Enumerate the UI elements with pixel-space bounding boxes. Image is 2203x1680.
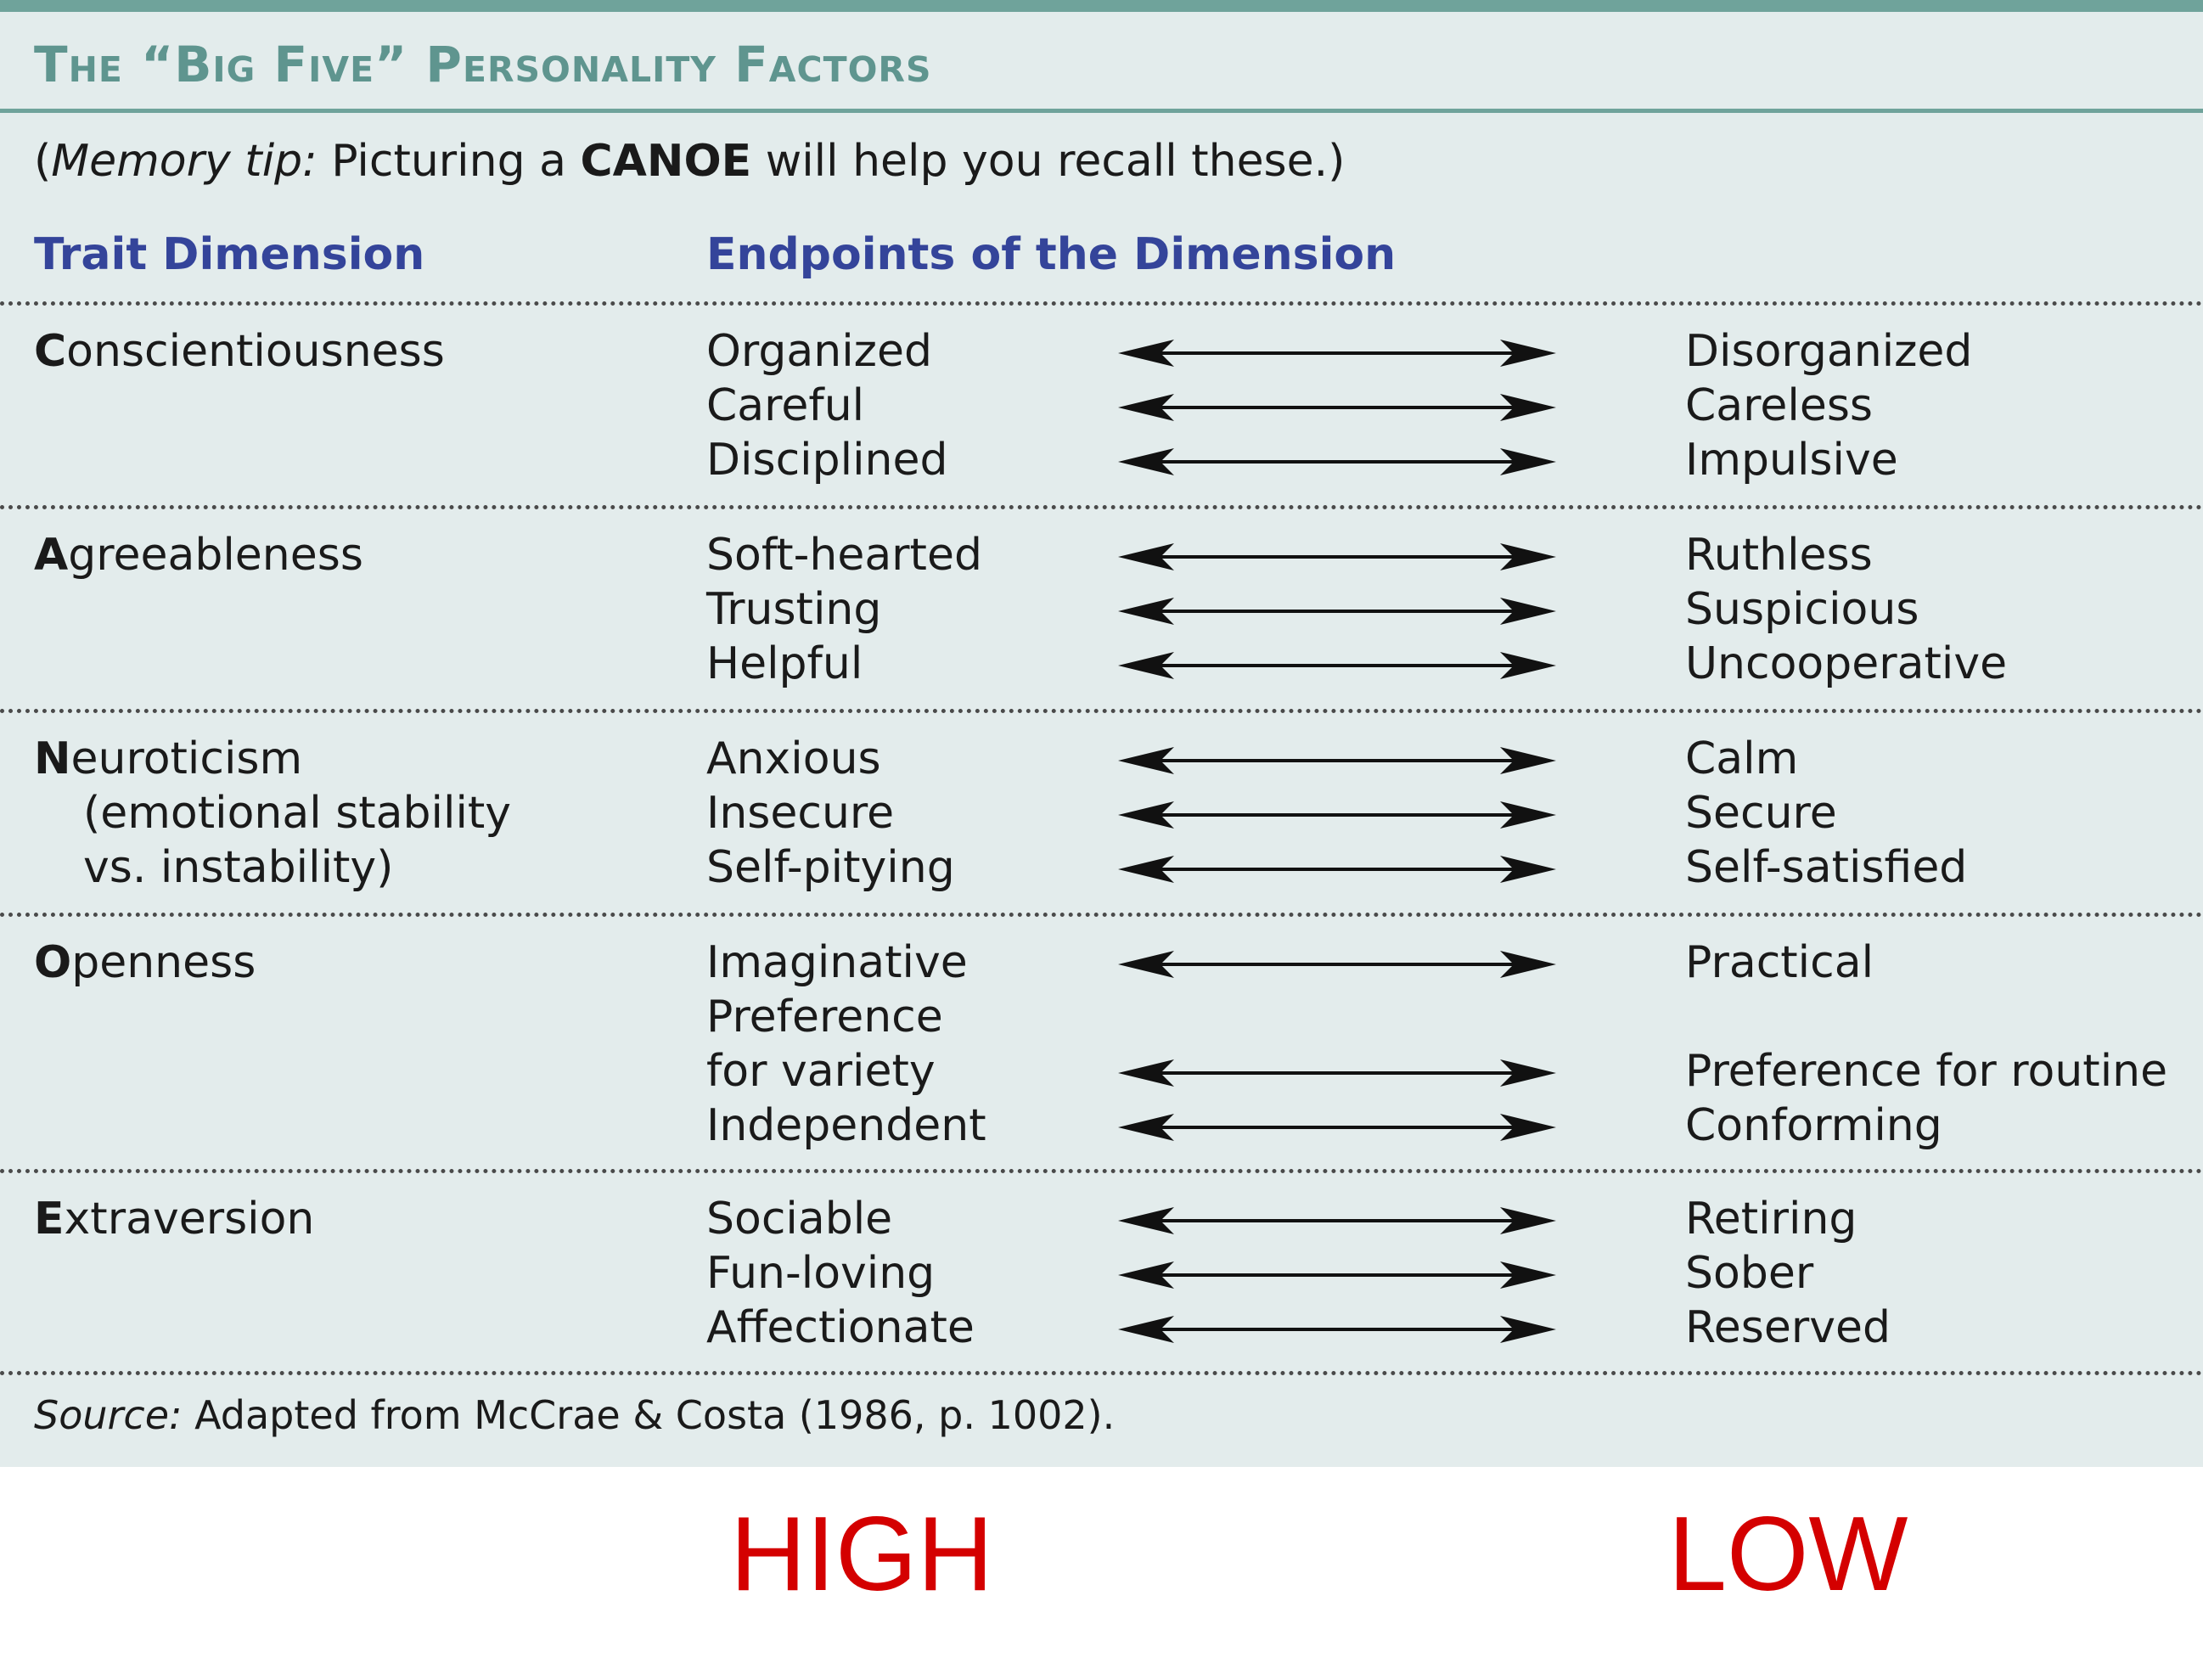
double-arrow-icon [1118,340,1556,367]
table-title: The “Big Five” Personality Factors [34,36,932,93]
memory-tip-keyword: CANOE [580,136,752,187]
double-arrow-icon [1118,598,1556,625]
big-five-table-panel: The “Big Five” Personality Factors (Memo… [0,0,2203,1467]
double-arrow-icon [1118,951,1556,978]
trait-name: Extraversion [34,1192,314,1246]
dotted-divider [0,913,2203,917]
dotted-divider [0,709,2203,713]
header-endpoints: Endpoints of the Dimension [706,229,1397,280]
double-arrow-icon [1118,801,1556,829]
high-endpoint: Trusting [706,584,882,635]
low-endpoint: Disorganized [1685,326,1973,377]
trait-name: Openness [34,936,256,990]
low-endpoint: Reserved [1685,1302,1891,1353]
low-endpoint: Calm [1685,733,1799,784]
low-label: LOW [1668,1496,1908,1613]
trait-rest: xtraversion [64,1194,315,1245]
dotted-divider [0,1169,2203,1173]
double-arrow-icon [1118,856,1556,883]
dotted-divider [0,1371,2203,1375]
high-endpoint: Soft-hearted [706,530,982,581]
double-arrow-icon [1118,747,1556,774]
high-endpoint: Disciplined [706,435,948,486]
double-arrow-icon [1118,1261,1556,1289]
double-arrow-icon [1118,1316,1556,1343]
header-trait-dimension: Trait Dimension [34,229,425,280]
trait-subtitle: (emotional stability [83,788,512,839]
dotted-divider [0,301,2203,306]
high-endpoint: Organized [706,326,932,377]
low-endpoint: Self-satisfied [1685,842,1968,893]
source-note: Source: Adapted from McCrae & Costa (198… [34,1392,1115,1438]
trait-initial: E [34,1194,65,1245]
low-endpoint: Practical [1685,937,1874,988]
low-endpoint: Careless [1685,380,1874,431]
double-arrow-icon [1118,652,1556,679]
low-endpoint: Impulsive [1685,435,1898,486]
high-endpoint: Imaginative [706,937,968,988]
trait-initial: A [34,530,69,581]
double-arrow-icon [1118,543,1556,570]
low-endpoint: Conforming [1685,1100,1942,1151]
high-endpoint: Independent [706,1100,986,1151]
source-label: Source: [34,1392,183,1438]
low-endpoint: Suspicious [1685,584,1919,635]
double-arrow-icon [1118,1207,1556,1234]
trait-rest: greeableness [68,530,363,581]
low-endpoint: Uncooperative [1685,638,2008,689]
high-endpoint: Fun-loving [706,1248,936,1299]
double-arrow-icon [1118,1114,1556,1141]
low-endpoint: Secure [1685,788,1837,839]
high-endpoint: Helpful [706,638,863,689]
trait-name: Agreeableness [34,528,363,582]
top-accent-bar [0,0,2203,12]
low-endpoint: Retiring [1685,1194,1857,1245]
high-endpoint: for variety [706,1046,936,1097]
low-endpoint: Ruthless [1685,530,1873,581]
double-arrow-icon [1118,1059,1556,1087]
trait-initial: N [34,733,71,784]
trait-initial: C [34,326,67,377]
memory-tip-label: Memory tip: [51,136,318,187]
trait-rest: euroticism [70,733,303,784]
high-endpoint: Self-pitying [706,842,955,893]
memory-tip-text-before: Picturing a [317,136,581,187]
trait-initial: O [34,937,72,988]
high-endpoint: Affectionate [706,1302,975,1353]
memory-tip: (Memory tip: Picturing a CANOE will help… [34,136,1345,187]
low-endpoint: Preference for routine [1685,1046,2168,1097]
trait-name: Conscientiousness [34,324,445,379]
title-divider [0,109,2203,113]
high-label: HIGH [730,1496,993,1613]
low-endpoint: Sober [1685,1248,1814,1299]
trait-rest: penness [71,937,256,988]
trait-name: Neuroticism [34,732,302,786]
trait-subtitle: vs. instability) [83,842,394,893]
memory-tip-open-paren: ( [34,136,52,187]
trait-rest: onscientiousness [66,326,445,377]
high-endpoint: Insecure [706,788,895,839]
memory-tip-text-after: will help you recall these.) [751,136,1346,187]
source-text: Adapted from McCrae & Costa (1986, p. 10… [182,1392,1116,1438]
high-endpoint: Preference [706,992,943,1042]
high-endpoint: Careful [706,380,865,431]
double-arrow-icon [1118,394,1556,421]
dotted-divider [0,505,2203,509]
double-arrow-icon [1118,448,1556,475]
high-endpoint: Sociable [706,1194,893,1245]
high-endpoint: Anxious [706,733,881,784]
